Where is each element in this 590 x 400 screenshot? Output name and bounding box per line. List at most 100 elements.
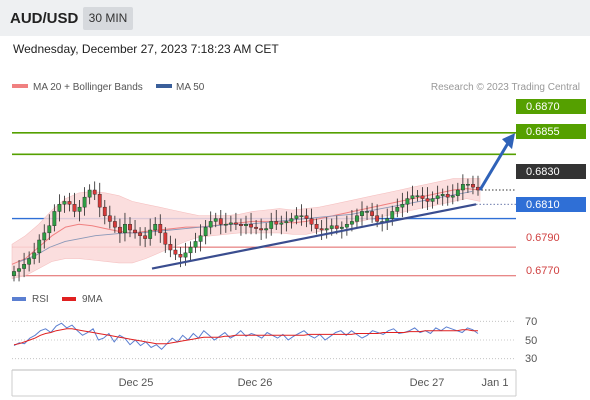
candle-body xyxy=(415,195,420,197)
price-tags: 0.6870 0.6855 0.6830 0.6810 0.6790 0.677… xyxy=(516,99,586,277)
level-tag-0870: 0.6870 xyxy=(526,101,560,113)
candle-body xyxy=(208,221,213,228)
candle-body xyxy=(32,252,37,259)
candle-body xyxy=(198,235,203,242)
candle-body xyxy=(390,211,395,219)
projection-arrow xyxy=(478,142,510,191)
candle-body xyxy=(213,218,218,222)
candle-body xyxy=(264,228,269,231)
candle-body xyxy=(42,232,47,241)
last-price-tag: 0.6830 xyxy=(526,166,560,178)
candle-body xyxy=(67,201,72,205)
ma9-legend-swatch xyxy=(62,297,76,301)
candle-body xyxy=(153,224,158,231)
projection-arrowhead xyxy=(502,133,515,150)
pivot-tag-bg xyxy=(516,197,586,212)
candle-body xyxy=(324,228,329,231)
chart-datetime: Wednesday, December 27, 2023 7:18:23 AM … xyxy=(13,42,279,56)
instrument-title: AUD/USD xyxy=(10,10,79,27)
candle-body xyxy=(365,211,369,213)
candle-body xyxy=(334,225,339,229)
candle-body xyxy=(420,195,425,199)
rsi-legend-label: RSI xyxy=(32,294,49,305)
candle-body xyxy=(163,232,168,245)
candle-body xyxy=(435,195,440,199)
ma50-legend-label: MA 50 xyxy=(176,82,205,93)
rsi-tick-30: 30 xyxy=(525,353,537,365)
candle-body xyxy=(289,218,294,222)
candle-body xyxy=(57,204,62,212)
candle-body xyxy=(244,224,248,226)
candle-body xyxy=(294,215,299,219)
candle-body xyxy=(188,246,193,254)
candle-body xyxy=(138,232,142,236)
candle-body xyxy=(133,229,137,234)
candle-body xyxy=(12,271,16,276)
candle-body xyxy=(314,224,319,229)
support-tag-0790: 0.6790 xyxy=(526,232,560,244)
candle-body xyxy=(107,215,112,222)
candle-body xyxy=(460,184,465,191)
x-label-jan1: Jan 1 xyxy=(482,377,509,389)
candle-body xyxy=(168,244,173,251)
candle-body xyxy=(193,241,198,248)
candle-body xyxy=(27,258,32,265)
support-trendline xyxy=(151,203,477,270)
candle-body xyxy=(425,198,430,202)
candle-body xyxy=(47,225,52,234)
candle-body xyxy=(440,194,445,196)
source-credit: Research © 2023 Trading Central xyxy=(431,82,580,93)
rsi-line xyxy=(13,322,479,350)
candle-body xyxy=(299,215,304,217)
support-tag-0770: 0.6770 xyxy=(526,265,560,277)
candle-body xyxy=(400,204,405,208)
candle-body xyxy=(339,226,344,229)
x-label-dec27: Dec 27 xyxy=(410,377,445,389)
candle-body xyxy=(62,201,67,205)
last-price-tag-bg xyxy=(516,164,586,179)
candle-body xyxy=(405,198,410,205)
candle-body xyxy=(466,184,470,186)
price-plot xyxy=(11,132,516,282)
candle-body xyxy=(92,189,97,195)
candle-body xyxy=(239,224,243,226)
candle-body xyxy=(17,268,21,272)
x-label-dec25: Dec 25 xyxy=(119,377,154,389)
candle-body xyxy=(360,211,364,216)
candle-body xyxy=(82,196,87,208)
candle-body xyxy=(284,221,289,224)
ma50-legend-swatch xyxy=(156,84,172,88)
candle-body xyxy=(203,226,208,236)
candle-body xyxy=(218,218,223,225)
candle-body xyxy=(274,221,279,225)
candle-body xyxy=(395,206,400,212)
candle-body xyxy=(329,225,334,229)
header-bar: AUD/USD 30 MIN xyxy=(0,0,590,36)
candle-body xyxy=(455,189,460,196)
candle-body xyxy=(228,222,233,225)
candle-body xyxy=(52,211,57,226)
candle-body xyxy=(112,221,117,228)
candle-body xyxy=(173,249,178,255)
level-tag-0870-bg xyxy=(516,99,586,114)
candle-body xyxy=(183,252,188,258)
timeframe-button[interactable]: 30 MIN xyxy=(83,7,133,30)
candle-body xyxy=(430,198,435,202)
candle-body xyxy=(350,221,354,225)
candle-body xyxy=(375,215,380,222)
candle-body xyxy=(410,195,415,199)
candle-body xyxy=(87,189,92,198)
candle-body xyxy=(370,211,374,216)
candle-body xyxy=(309,218,314,225)
candle-body xyxy=(102,206,107,216)
ma20-legend-label: MA 20 + Bollinger Bands xyxy=(33,82,143,93)
candle-body xyxy=(450,195,455,198)
candle-body xyxy=(279,222,284,225)
candle-body xyxy=(118,226,122,234)
candle-body xyxy=(234,222,238,225)
x-label-dec26: Dec 26 xyxy=(238,377,273,389)
candle-body xyxy=(223,224,228,226)
ma20-legend-swatch xyxy=(12,84,28,88)
candle-body xyxy=(304,215,309,219)
